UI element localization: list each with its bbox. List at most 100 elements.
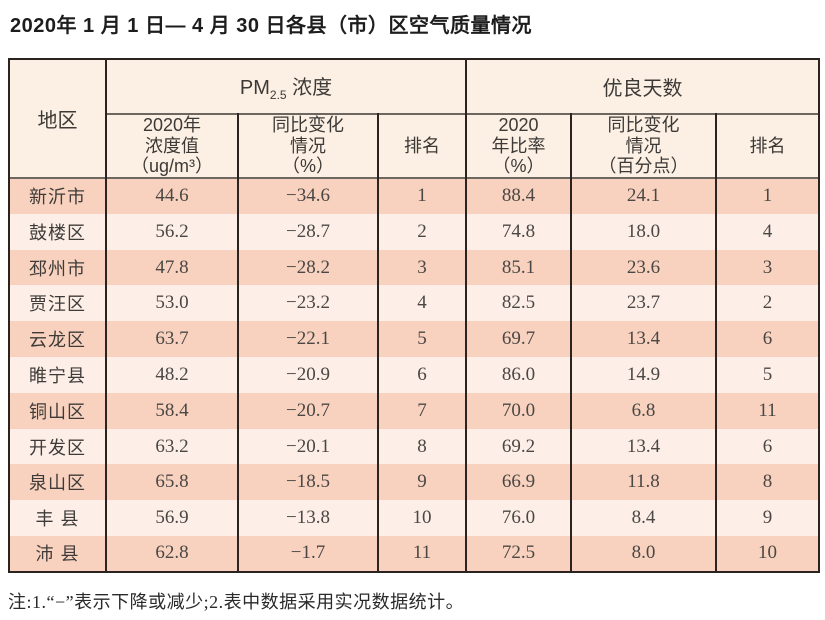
pm-change-cell: −34.6	[237, 178, 379, 214]
pm-rank-cell: 3	[376, 249, 468, 286]
pm-change-cell: −23.2	[237, 285, 379, 322]
days-rank-cell: 2	[715, 285, 821, 322]
region-cell: 开发区	[8, 428, 107, 465]
region-cell: 睢宁县	[8, 357, 107, 393]
header-sub-row: 2020年 浓度值 （ug/m³） 同比变化 情况 （%） 排名 2020 年比…	[9, 112, 821, 179]
region-cell: 丰 县	[8, 500, 107, 537]
pm-change-cell: −28.2	[237, 249, 379, 286]
days-rank-cell: 6	[715, 321, 821, 358]
pm-value-cell: 63.7	[105, 321, 239, 358]
days-rank-cell: 1	[715, 178, 821, 214]
days-change-cell: 23.7	[570, 285, 718, 322]
days-change-cell: 14.9	[570, 357, 718, 393]
table-row: 丰 县 56.9 −13.8 10 76.0 8.4 9	[8, 500, 821, 537]
days-ratio-cell: 69.7	[465, 321, 573, 358]
pm-rank-cell: 7	[376, 392, 468, 429]
days-ratio-cell: 66.9	[465, 464, 573, 501]
pm-change-cell: −1.7	[237, 536, 379, 572]
days-change-cell: 8.4	[570, 500, 718, 537]
col-header-days-ratio: 2020 年比率 （%）	[465, 112, 573, 179]
table-row: 开发区 63.2 −20.1 8 69.2 13.4 6	[8, 428, 821, 465]
pm-change-cell: −20.1	[237, 428, 379, 465]
col-header-pm-value: 2020年 浓度值 （ug/m³）	[105, 112, 239, 179]
table-row: 邳州市 47.8 −28.2 3 85.1 23.6 3	[8, 249, 821, 286]
pm-value-cell: 63.2	[105, 428, 239, 465]
pm-rank-cell: 11	[376, 536, 468, 572]
days-change-cell: 11.8	[570, 464, 718, 501]
days-rank-cell: 11	[715, 392, 821, 429]
region-cell: 云龙区	[8, 321, 107, 358]
days-rank-cell: 5	[715, 357, 821, 393]
days-ratio-cell: 85.1	[465, 249, 573, 286]
pm-value-cell: 65.8	[105, 464, 239, 501]
days-ratio-cell: 70.0	[465, 392, 573, 429]
footnote: 注:1.“−”表示下降或减少;2.表中数据采用实况数据统计。	[8, 592, 465, 612]
table-row: 贾汪区 53.0 −23.2 4 82.5 23.7 2	[8, 285, 821, 322]
table-row: 铜山区 58.4 −20.7 7 70.0 6.8 11	[8, 392, 821, 429]
table-row: 睢宁县 48.2 −20.9 6 86.0 14.9 5	[8, 357, 821, 393]
pm25-label-base: PM	[239, 77, 270, 99]
col-group-pm25: PM2.5 浓度	[104, 59, 468, 114]
days-rank-cell: 4	[715, 213, 821, 250]
col-header-pm-change: 同比变化 情况 （%）	[237, 112, 379, 179]
table-row: 泉山区 65.8 −18.5 9 66.9 11.8 8	[8, 464, 821, 501]
region-cell: 新沂市	[8, 178, 107, 214]
days-rank-cell: 9	[715, 500, 821, 537]
header-group-row: 地区 PM2.5 浓度 优良天数	[8, 59, 821, 179]
days-rank-cell: 10	[715, 536, 821, 572]
table-row: 云龙区 63.7 −22.1 5 69.7 13.4 6	[8, 321, 821, 358]
col-header-days-change: 同比变化 情况 （百分点）	[570, 112, 718, 179]
region-cell: 鼓楼区	[8, 213, 107, 250]
pm-value-cell: 62.8	[105, 536, 239, 572]
region-cell: 沛 县	[8, 536, 107, 572]
pm-value-cell: 56.9	[105, 500, 239, 537]
pm-rank-cell: 1	[376, 178, 468, 214]
pm-rank-cell: 8	[376, 428, 468, 465]
days-change-cell: 18.0	[570, 213, 718, 250]
days-ratio-cell: 72.5	[465, 536, 573, 572]
pm-change-cell: −28.7	[237, 213, 379, 250]
table-body: 新沂市 44.6 −34.6 1 88.4 24.1 1 鼓楼区 56.2 −28.7 2 74.8 1…	[8, 178, 821, 572]
page-title: 2020年 1 月 1 日— 4 月 30 日各县（市）区空气质量情况	[10, 15, 533, 37]
pm-change-cell: −13.8	[237, 500, 379, 537]
pm-change-cell: −18.5	[237, 464, 379, 501]
region-cell: 泉山区	[8, 464, 107, 501]
region-cell: 贾汪区	[8, 285, 107, 322]
pm-rank-cell: 4	[376, 285, 468, 322]
col-header-region: 地区	[8, 59, 107, 179]
pm-change-cell: −20.9	[237, 357, 379, 393]
days-change-cell: 13.4	[570, 321, 718, 358]
pm-change-cell: −22.1	[237, 321, 379, 358]
table-row: 新沂市 44.6 −34.6 1 88.4 24.1 1	[8, 178, 821, 214]
col-group-good-days: 优良天数	[465, 59, 821, 114]
days-change-cell: 6.8	[570, 392, 718, 429]
region-cell: 铜山区	[8, 392, 107, 429]
days-change-cell: 13.4	[570, 428, 718, 465]
pm-value-cell: 47.8	[105, 249, 239, 286]
pm25-label-suffix: 浓度	[286, 77, 333, 99]
table-row: 鼓楼区 56.2 −28.7 2 74.8 18.0 4	[8, 213, 821, 250]
pm25-label-subscript: 2.5	[269, 88, 287, 102]
pm-rank-cell: 10	[376, 500, 468, 537]
days-rank-cell: 6	[715, 428, 821, 465]
air-quality-table: 地区 PM2.5 浓度 优良天数 2020年 浓度值 （ug/m³） 同比变化 …	[8, 58, 821, 573]
pm-value-cell: 56.2	[105, 213, 239, 250]
days-change-cell: 8.0	[570, 536, 718, 572]
pm-value-cell: 53.0	[105, 285, 239, 322]
table-row: 沛 县 62.8 −1.7 11 72.5 8.0 10	[8, 536, 821, 572]
days-rank-cell: 8	[715, 464, 821, 501]
col-header-pm-rank: 排名	[376, 112, 468, 179]
table-header: 地区 PM2.5 浓度 优良天数 2020年 浓度值 （ug/m³） 同比变化 …	[8, 59, 821, 179]
days-ratio-cell: 69.2	[465, 428, 573, 465]
days-ratio-cell: 76.0	[465, 500, 573, 537]
days-rank-cell: 3	[715, 249, 821, 286]
pm-rank-cell: 9	[376, 464, 468, 501]
pm-rank-cell: 6	[376, 357, 468, 393]
pm-value-cell: 44.6	[105, 178, 239, 214]
days-ratio-cell: 74.8	[465, 213, 573, 250]
days-change-cell: 24.1	[570, 178, 718, 214]
region-cell: 邳州市	[8, 249, 107, 286]
days-ratio-cell: 88.4	[465, 178, 573, 214]
days-change-cell: 23.6	[570, 249, 718, 286]
pm-rank-cell: 5	[376, 321, 468, 358]
